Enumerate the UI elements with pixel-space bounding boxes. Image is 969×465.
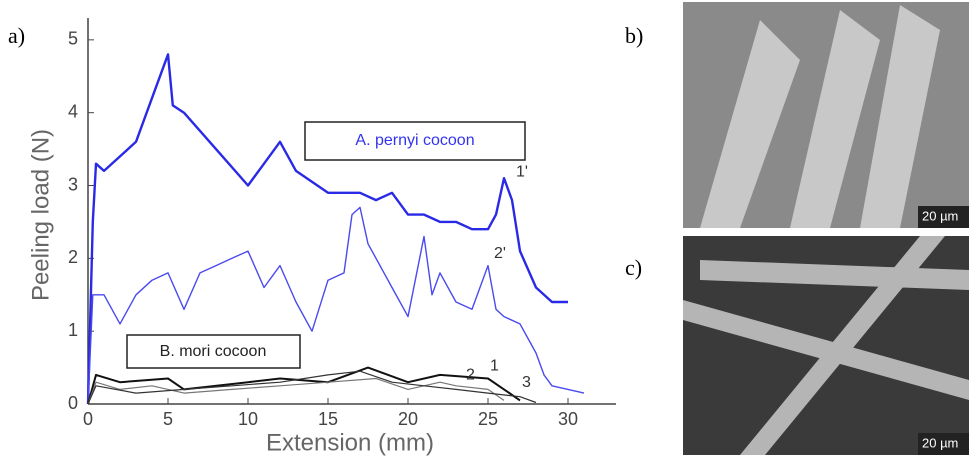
y-tick-label: 4 [68, 101, 78, 121]
series-label: 3 [522, 374, 531, 391]
series-label: 2' [494, 245, 506, 262]
series-line [87, 366, 521, 405]
x-tick-label: 10 [238, 409, 258, 429]
annotation: A. pernyi cocoon [355, 132, 474, 149]
panel-label: b) [625, 23, 643, 48]
y-tick-label: 5 [68, 29, 78, 49]
scale-bar-bg [918, 206, 969, 228]
series-label: 1 [490, 358, 499, 375]
y-tick-label: 3 [68, 174, 78, 194]
panel-label: c) [625, 255, 642, 280]
scale-bar-label: 20 µm [922, 435, 958, 450]
fiber-texture [683, 236, 969, 455]
series-label: 1' [516, 163, 528, 180]
x-tick-label: 25 [478, 409, 498, 429]
scale-bar-bg [918, 433, 969, 455]
series-line [87, 370, 537, 405]
x-tick-label: 0 [83, 409, 93, 429]
y-tick-label: 0 [68, 393, 78, 413]
scale-bar-label: 20 µm [922, 208, 958, 223]
annotation: B. mori cocoon [160, 343, 267, 360]
x-tick-label: 30 [558, 409, 578, 429]
fiber-texture [700, 5, 940, 228]
series-label: 2 [466, 367, 475, 384]
series-line [87, 377, 505, 405]
y-axis-title: Peeling load (N) [27, 129, 54, 301]
x-axis-title: Extension (mm) [266, 429, 434, 456]
x-tick-label: 20 [398, 409, 418, 429]
series-line [87, 206, 585, 405]
y-tick-label: 1 [68, 320, 78, 340]
panel-label: a) [8, 23, 25, 48]
x-tick-label: 15 [318, 409, 338, 429]
series-line [86, 53, 568, 405]
x-tick-label: 5 [163, 409, 173, 429]
annotation-box [126, 334, 301, 369]
y-tick-label: 2 [68, 247, 78, 267]
annotation-box [304, 121, 526, 161]
